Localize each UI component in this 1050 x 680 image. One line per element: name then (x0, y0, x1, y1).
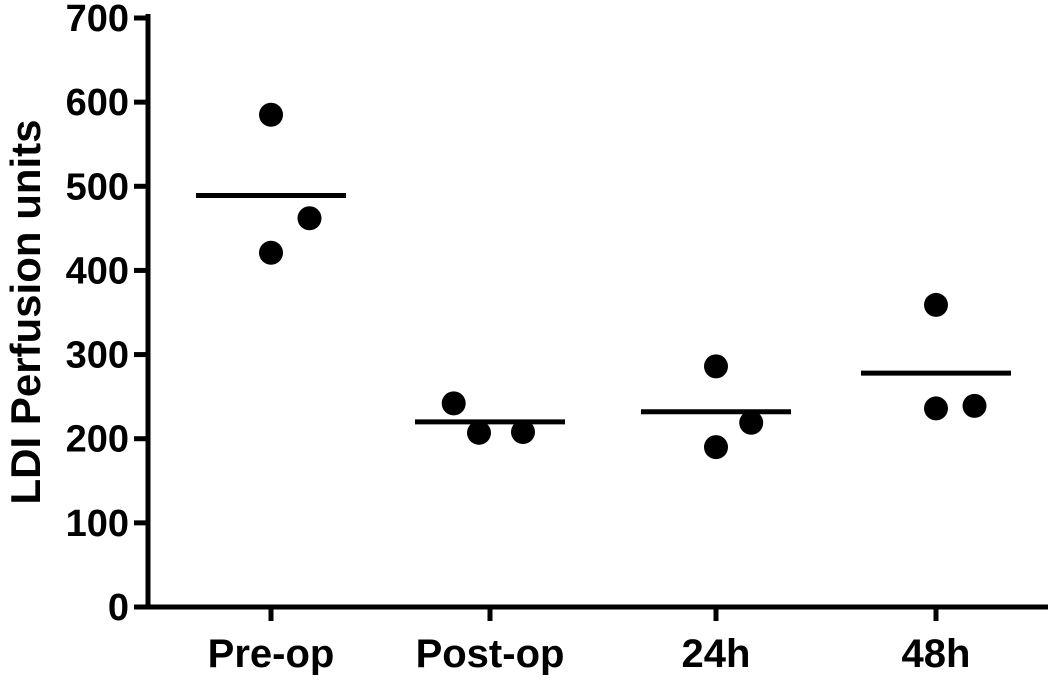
data-point (259, 102, 283, 127)
y-tick-label: 300 (66, 335, 129, 377)
x-axis-ticks: Pre-op Post-op 24h 48h (208, 607, 971, 676)
data-point (259, 240, 283, 265)
mean-lines (196, 193, 1011, 425)
x-tick-label: Pre-op (208, 632, 335, 675)
data-point (704, 435, 728, 460)
y-axis-title: LDI Perfusion units (2, 119, 49, 504)
y-tick-label: 0 (108, 587, 129, 629)
y-tick-label: 500 (66, 166, 129, 208)
data-point (924, 396, 948, 421)
x-tick-label: Post-op (416, 632, 565, 675)
x-tick-label: 48h (902, 632, 971, 675)
data-points (259, 102, 987, 460)
data-point (297, 206, 322, 231)
data-point (511, 419, 535, 444)
data-point (739, 410, 764, 435)
data-point (962, 393, 987, 418)
y-tick-label: 600 (66, 82, 129, 124)
data-point (441, 391, 466, 416)
data-point (924, 292, 948, 317)
data-point (704, 354, 728, 379)
y-tick-label: 700 (66, 0, 129, 40)
y-tick-label: 100 (66, 503, 129, 545)
x-tick-label: 24h (682, 632, 751, 675)
y-axis-ticks: 0 100 200 300 400 500 600 700 (66, 0, 148, 629)
y-tick-label: 400 (66, 250, 129, 292)
y-tick-label: 200 (66, 419, 129, 461)
data-point (467, 420, 491, 445)
